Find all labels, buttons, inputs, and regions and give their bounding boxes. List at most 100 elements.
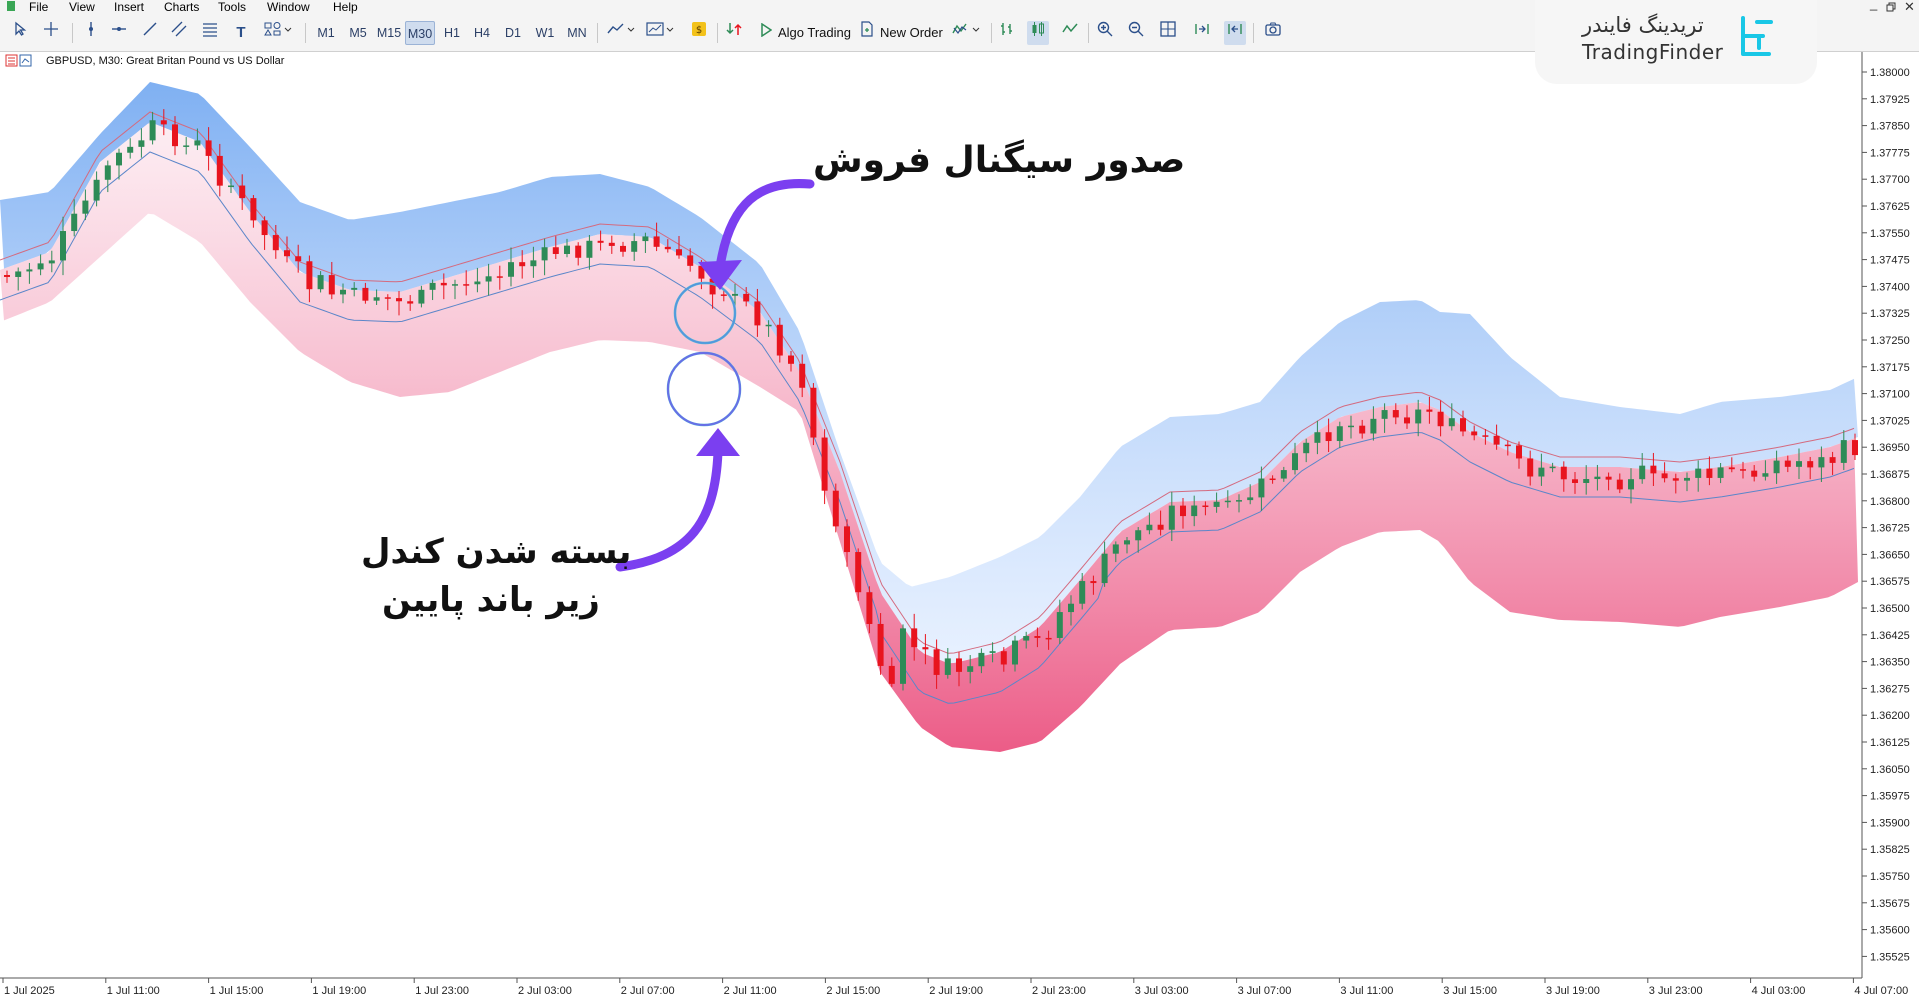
indicators-icon[interactable] — [950, 21, 986, 45]
trendline-icon[interactable] — [139, 21, 161, 45]
time-tick-label: 1 Jul 15:00 — [210, 985, 264, 996]
bull-candle — [351, 287, 358, 290]
price-tick-label: 1.35975 — [1870, 791, 1910, 803]
price-tick-label: 1.36650 — [1870, 549, 1910, 561]
bull-candle — [1695, 468, 1702, 478]
menu-help[interactable]: Help — [333, 0, 358, 14]
line-chart-icon[interactable] — [1059, 21, 1081, 45]
close-below-arrow — [615, 447, 723, 572]
minimize-icon[interactable]: _ — [1870, 0, 1878, 11]
timeframe-m15[interactable]: M15 — [376, 26, 402, 40]
restore-icon[interactable] — [1886, 0, 1896, 15]
zoom-in-icon[interactable] — [1094, 21, 1116, 45]
bear-candle — [933, 649, 940, 675]
bull-candle — [1314, 432, 1321, 443]
price-tick-label: 1.37850 — [1870, 121, 1910, 133]
menu-file[interactable]: File — [29, 0, 49, 14]
screenshot-icon[interactable] — [1262, 21, 1284, 45]
horizontal-line-icon[interactable] — [108, 21, 130, 45]
timeframe-mn[interactable]: MN — [567, 26, 587, 40]
menu-tools[interactable]: Tools — [218, 0, 247, 14]
bear-candle — [720, 294, 727, 296]
bull-candle — [1717, 467, 1724, 478]
dollar-icon[interactable]: $ — [688, 21, 710, 45]
timeframe-m30[interactable]: M30 — [405, 21, 435, 45]
price-tick-label: 1.36350 — [1870, 657, 1910, 669]
shapes-icon[interactable] — [262, 21, 294, 45]
menu-bar: File View Insert Charts Tools Window Hel… — [0, 0, 1919, 15]
cursor-icon[interactable] — [10, 21, 32, 45]
bear-candle — [676, 249, 682, 256]
price-chart[interactable]: 1.38000 1.37925 1.37850 1.37775 1.37700 1.376… — [0, 52, 1919, 996]
time-axis[interactable]: 1 Jul 2025 1 Jul 11:00 1 Jul 15:00 1 Jul 19… — [2, 978, 1908, 996]
annotation-arrows — [615, 179, 815, 572]
menu-charts[interactable]: Charts — [164, 0, 200, 14]
bear-candle — [396, 298, 402, 302]
zoom-out-icon[interactable] — [1125, 21, 1147, 45]
price-tick-label: 1.37925 — [1870, 94, 1910, 106]
price-tick-label: 1.35825 — [1870, 844, 1910, 856]
algo-trading-button[interactable]: Algo Trading — [778, 25, 851, 40]
bear-candle — [698, 265, 705, 279]
timeframe-h1[interactable]: H1 — [444, 26, 460, 40]
sell-signal-circle — [673, 281, 737, 345]
new-order-button[interactable]: New Order — [880, 25, 943, 40]
signal-circles — [666, 281, 742, 427]
bear-candle — [844, 526, 850, 553]
templates-icon[interactable] — [644, 21, 678, 45]
candlestick-icon[interactable] — [1027, 21, 1049, 45]
time-tick-label: 4 Jul 03:00 — [1752, 985, 1806, 996]
autoscroll-icon[interactable] — [1191, 21, 1213, 45]
price-tick-label: 1.37250 — [1870, 335, 1910, 347]
price-tick-label: 1.37700 — [1870, 174, 1910, 186]
window-controls: _ ✕ — [1862, 0, 1919, 28]
time-tick-label: 3 Jul 23:00 — [1649, 985, 1703, 996]
bear-candle — [1404, 417, 1410, 424]
bear-candle — [1471, 431, 1478, 436]
trade-arrows-icon[interactable] — [723, 21, 745, 45]
time-tick-label: 1 Jul 2025 — [4, 985, 55, 996]
new-order-icon[interactable] — [858, 21, 876, 45]
bear-candle — [1852, 440, 1858, 456]
channel-icon[interactable] — [168, 21, 190, 45]
chart-type-icon[interactable] — [605, 21, 639, 45]
bear-candle — [620, 245, 626, 252]
price-tick-label: 1.37025 — [1870, 415, 1910, 427]
bear-candle — [1269, 478, 1276, 481]
bull-candle — [429, 282, 436, 290]
bull-candle — [732, 293, 738, 296]
bear-candle — [1740, 469, 1746, 471]
bear-candle — [608, 242, 615, 246]
time-tick-label: 3 Jul 11:00 — [1340, 985, 1393, 996]
bull-candle — [1583, 479, 1590, 483]
menu-window[interactable]: Window — [267, 0, 310, 14]
menu-view[interactable]: View — [69, 0, 95, 14]
menu-insert[interactable]: Insert — [114, 0, 145, 14]
timeframe-w1[interactable]: W1 — [535, 26, 555, 40]
timeframe-d1[interactable]: D1 — [505, 26, 521, 40]
bear-candle — [284, 250, 290, 257]
chart-menu-icon[interactable] — [5, 54, 33, 73]
bull-candle — [564, 245, 570, 254]
chart-shift-icon[interactable] — [1224, 21, 1246, 45]
bear-candle — [1527, 458, 1534, 477]
bar-chart-icon[interactable] — [996, 21, 1018, 45]
vertical-line-icon[interactable] — [80, 21, 102, 45]
bear-candle — [1504, 444, 1511, 447]
bull-candle — [530, 260, 537, 267]
bull-candle — [765, 324, 772, 327]
algo-trading-play-icon[interactable] — [757, 21, 775, 45]
crosshair-icon[interactable] — [40, 21, 62, 45]
close-icon[interactable]: ✕ — [1904, 0, 1915, 14]
fibonacci-icon[interactable] — [199, 21, 221, 45]
bull-candle — [1168, 505, 1175, 530]
timeframe-m1[interactable]: M1 — [317, 26, 335, 40]
grid-icon[interactable] — [1157, 21, 1179, 45]
text-tool-icon[interactable]: T — [236, 24, 246, 41]
timeframe-m5[interactable]: M5 — [349, 26, 367, 40]
bear-candle — [1706, 468, 1713, 478]
price-axis[interactable]: 1.38000 1.37925 1.37850 1.37775 1.37700 1.376… — [1862, 67, 1910, 963]
timeframe-h4[interactable]: H4 — [474, 26, 490, 40]
bear-candle — [575, 245, 582, 258]
price-tick-label: 1.36050 — [1870, 764, 1910, 776]
